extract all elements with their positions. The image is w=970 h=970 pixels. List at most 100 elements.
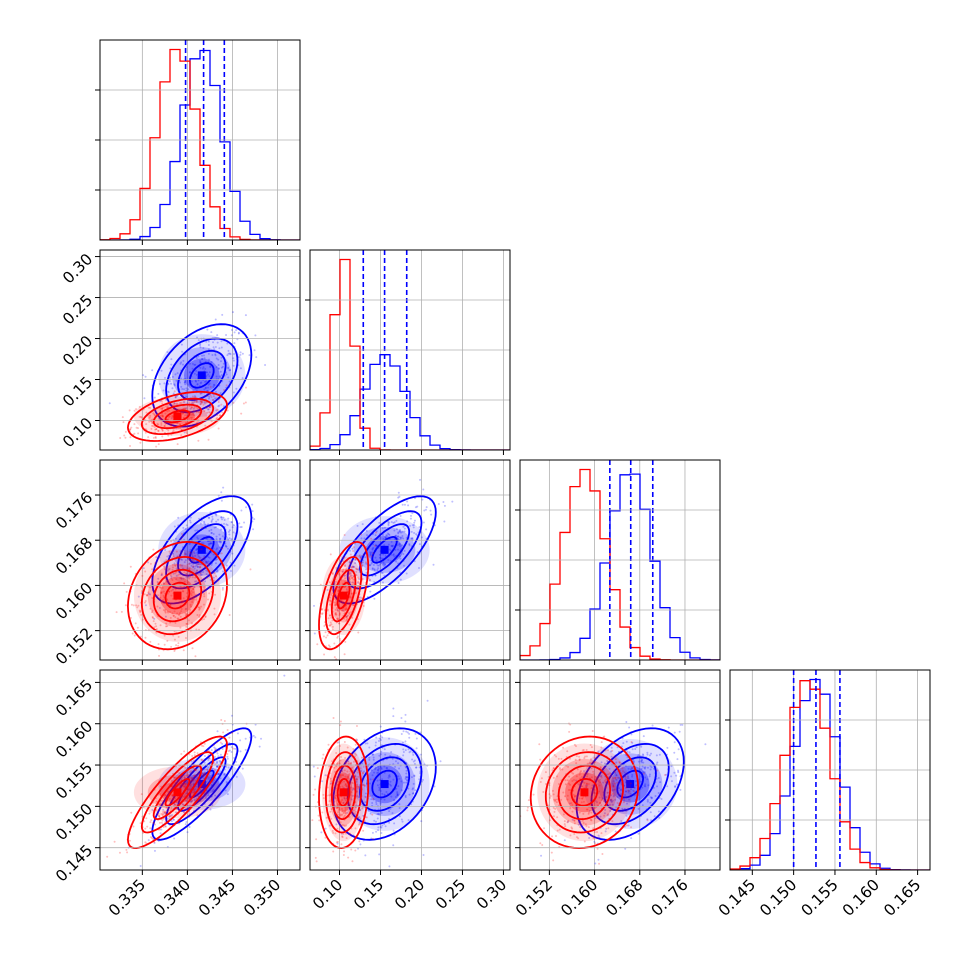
x-tick-label: 0.10 (309, 876, 346, 913)
sample-point (600, 741, 603, 744)
sample-point (135, 408, 138, 411)
sample-point (139, 611, 142, 614)
sample-point (384, 563, 387, 566)
sample-point (220, 516, 223, 519)
sample-point (373, 568, 376, 571)
contour-line (164, 409, 191, 424)
sample-point (235, 775, 238, 778)
y-tick-label: 0.160 (52, 579, 96, 623)
sample-point (644, 783, 647, 786)
sample-point (188, 813, 191, 816)
sample-point (604, 798, 607, 801)
sample-point (149, 827, 152, 830)
sample-point (166, 610, 169, 613)
sample-point (330, 782, 333, 785)
sample-point (585, 755, 588, 758)
sample-point (341, 809, 344, 812)
sample-point (190, 760, 193, 763)
sample-point (186, 592, 189, 595)
sample-point (192, 566, 195, 569)
sample-point (329, 624, 332, 627)
sample-point (562, 813, 565, 816)
sample-point (175, 804, 178, 807)
sample-point (363, 770, 366, 773)
sample-point (558, 828, 561, 831)
sample-point (317, 814, 320, 817)
sample-point (681, 723, 684, 726)
sample-point (201, 354, 204, 357)
sample-point (391, 545, 394, 548)
sample-point (411, 792, 414, 795)
sample-point (362, 765, 365, 768)
sample-point (221, 365, 224, 368)
sample-point (362, 783, 365, 786)
sample-point (183, 388, 186, 391)
sample-point (607, 813, 610, 816)
sample-point (312, 765, 315, 768)
sample-point (335, 765, 338, 768)
sample-point (612, 785, 615, 788)
sample-point (181, 535, 184, 538)
sample-point (350, 872, 352, 874)
sample-point (189, 770, 192, 773)
sample-point (337, 811, 340, 814)
sample-point (225, 523, 228, 526)
sample-point (345, 588, 348, 591)
sample-point (571, 827, 574, 830)
sample-point (162, 594, 165, 597)
sample-point (326, 634, 329, 637)
sample-point (353, 566, 356, 569)
sample-point (180, 752, 183, 755)
sample-point (182, 526, 185, 529)
sample-point (218, 375, 221, 378)
sample-point (203, 771, 206, 774)
sample-point (178, 554, 181, 557)
sample-point (206, 598, 209, 601)
sample-point (651, 724, 654, 727)
sample-point (163, 812, 166, 815)
sample-point (371, 802, 374, 805)
sample-point (170, 815, 173, 818)
sample-point (152, 436, 155, 439)
sample-point (167, 429, 170, 432)
sample-point (611, 820, 614, 823)
sample-point (185, 395, 188, 398)
sample-point (213, 383, 216, 386)
sample-point (171, 785, 174, 788)
sample-point (184, 612, 187, 615)
sample-point (167, 415, 170, 418)
sample-point (587, 812, 590, 815)
sample-point (578, 793, 581, 796)
sample-point (192, 591, 195, 594)
sample-point (212, 385, 215, 388)
sample-point (384, 563, 387, 566)
sample-point (225, 373, 228, 376)
sample-point (132, 825, 135, 828)
sample-point (634, 747, 637, 750)
sample-point (657, 810, 660, 813)
sample-point (203, 388, 206, 391)
sample-point (208, 543, 211, 546)
sample-point (154, 436, 157, 439)
sample-point (174, 572, 177, 575)
sample-point (415, 737, 418, 740)
sample-point (180, 610, 183, 613)
sample-point (185, 625, 188, 628)
sample-point (597, 775, 600, 778)
sample-point (321, 780, 324, 783)
sample-point (175, 644, 178, 647)
sample-point (207, 794, 210, 797)
sample-point (573, 822, 576, 825)
sample-point (355, 725, 358, 728)
sample-point (157, 577, 160, 580)
sample-point (381, 778, 384, 781)
sample-point (349, 595, 352, 598)
sample-point (658, 816, 661, 819)
sample-point (335, 568, 338, 571)
sample-point (321, 613, 324, 616)
sample-point (371, 548, 374, 551)
x-tick-label: 0.160 (839, 876, 883, 920)
sample-point (349, 553, 352, 556)
sample-point (374, 741, 377, 744)
contour-line (371, 535, 398, 564)
